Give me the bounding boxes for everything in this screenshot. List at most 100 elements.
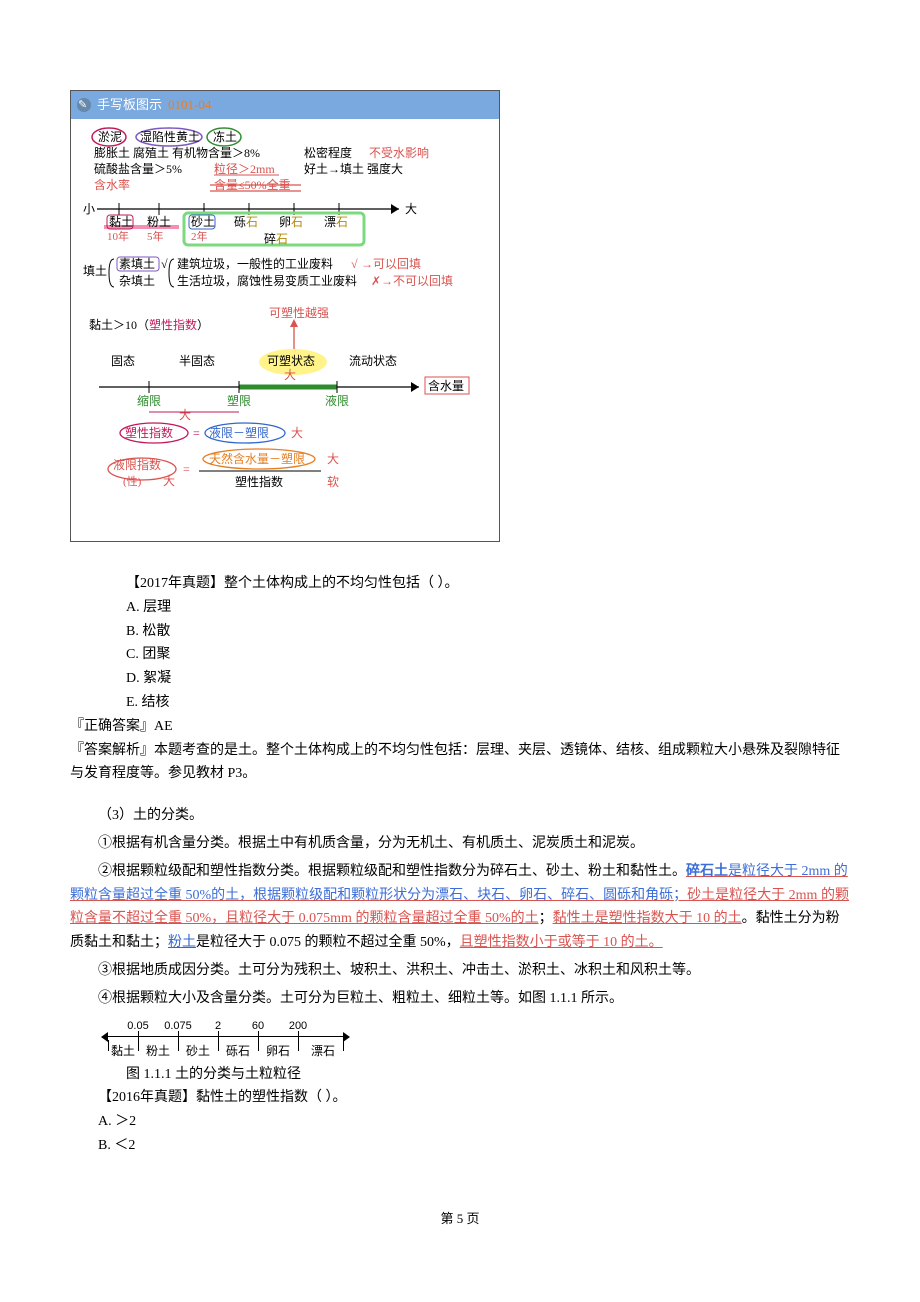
ruler-value: 2 (215, 1017, 221, 1036)
svg-text:好土→填土 强度大: 好土→填土 强度大 (304, 161, 403, 176)
svg-text:(性): (性) (123, 474, 142, 488)
ruler-label: 粉土 (146, 1041, 170, 1061)
svg-text:√: √ (351, 257, 358, 271)
diagram-body: 淤泥 湿陷性黄土 冻土 膨胀土 腐殖土 有机物含量＞8% 松密程度 不受水影响 … (71, 119, 499, 541)
svg-text:10年: 10年 (107, 229, 129, 243)
sec3-p2h: 粉土 (168, 935, 196, 950)
svg-text:湿陷性黄土: 湿陷性黄土 (140, 129, 200, 144)
diagram-code: 0101-04 (168, 94, 211, 116)
q1-exp: 本题考查的是土。整个土体构成上的不均匀性包括：层理、夹层、透镜体、结核、组成颗粒… (70, 743, 840, 782)
svg-text:黏土: 黏土 (109, 215, 133, 229)
svg-text:=: = (193, 426, 200, 440)
svg-text:大: 大 (327, 452, 339, 466)
svg-text:液限－塑限: 液限－塑限 (209, 425, 269, 440)
page-footer: 第 5 页 (70, 1208, 850, 1230)
q1-ans: AE (154, 719, 173, 734)
svg-text:漂石: 漂石 (324, 215, 348, 229)
svg-text:冻土: 冻土 (213, 129, 237, 144)
svg-text:2年: 2年 (191, 229, 208, 243)
svg-text:5年: 5年 (147, 229, 164, 243)
svg-text:固态: 固态 (111, 354, 135, 368)
ruler-bar (108, 1036, 343, 1038)
svg-text:大: 大 (284, 368, 296, 382)
handwriting-diagram: 手写板图示 0101-04 淤泥 湿陷性黄土 冻土 膨胀土 腐殖土 有机物含量＞… (70, 90, 500, 542)
ruler-label: 卵石 (266, 1041, 290, 1061)
svg-text:半固态: 半固态 (179, 354, 215, 368)
diagram-titlebar: 手写板图示 0101-04 (71, 91, 499, 119)
sec3-p2b: 碎石土 (686, 864, 728, 879)
svg-text:大: 大 (163, 474, 175, 488)
svg-text:生活垃圾，腐蚀性易变质工业废料: 生活垃圾，腐蚀性易变质工业废料 (177, 273, 357, 288)
diagram-svg: 淤泥 湿陷性黄土 冻土 膨胀土 腐殖土 有机物含量＞8% 松密程度 不受水影响 … (79, 127, 493, 527)
sec3-p2j: 且塑性指数小于或等于 10 的土。 (460, 935, 663, 950)
svg-text:硫酸盐含量＞5%: 硫酸盐含量＞5% (94, 161, 182, 176)
svg-text:填土: 填土 (83, 264, 107, 278)
svg-text:大: 大 (179, 408, 191, 422)
ruler-sep (298, 1040, 299, 1051)
q1-opt-b: B. 松散 (98, 620, 850, 644)
svg-text:塑限: 塑限 (227, 393, 251, 408)
svg-text:砾石: 砾石 (234, 215, 258, 229)
sec3-p2f: 黏性土是塑性指数大于 10 的土 (553, 911, 742, 926)
svg-text:→不可以回填: →不可以回填 (381, 274, 453, 288)
svg-text:缩限: 缩限 (137, 393, 161, 408)
svg-text:含水率: 含水率 (94, 177, 130, 192)
q2-opt-a: A. ＞2 (98, 1110, 850, 1134)
ruler-label: 砾石 (226, 1041, 250, 1061)
svg-text:粒径＞2mm: 粒径＞2mm (214, 161, 275, 176)
q1-exp-label: 『答案解析』 (70, 743, 154, 758)
svg-text:黏土＞10（塑性指数）: 黏土＞10（塑性指数） (89, 317, 209, 332)
svg-text:含水量: 含水量 (428, 378, 464, 393)
svg-text:=: = (183, 462, 190, 476)
ruler-sep (138, 1040, 139, 1051)
ruler-label: 漂石 (311, 1041, 335, 1061)
q1-explanation: 『答案解析』本题考查的是土。整个土体构成上的不均匀性包括：层理、夹层、透镜体、结… (70, 739, 850, 787)
svg-text:膨胀土 腐殖土 有机物含量＞8%: 膨胀土 腐殖土 有机物含量＞8% (94, 145, 260, 160)
q1-answer-row: 『正确答案』AE (70, 715, 850, 739)
question-2016: 【2016年真题】黏性土的塑性指数（ ）。 A. ＞2 B. ＜2 (98, 1086, 850, 1157)
q1-opt-d: D. 絮凝 (98, 667, 850, 691)
ruler-value: 60 (252, 1017, 264, 1036)
sec3-p1: ①根据有机含量分类。根据土中有机质含量，分为无机土、有机质土、泥炭质土和泥炭。 (70, 832, 850, 856)
ruler-value: 200 (289, 1017, 307, 1036)
svg-text:不受水影响: 不受水影响 (369, 145, 429, 160)
ruler-sep (258, 1040, 259, 1051)
ruler-value: 0.075 (164, 1017, 192, 1036)
svg-text:建筑垃圾，一般性的工业废料: 建筑垃圾，一般性的工业废料 (177, 256, 333, 271)
q1-opt-a: A. 层理 (98, 596, 850, 620)
svg-text:液限: 液限 (325, 393, 349, 408)
q1-opt-c: C. 团聚 (98, 643, 850, 667)
svg-text:素填土: 素填土 (119, 257, 155, 271)
svg-text:软: 软 (327, 475, 339, 489)
svg-text:淤泥: 淤泥 (98, 130, 122, 144)
svg-text:流动状态: 流动状态 (349, 354, 397, 368)
sec3-p2i: 是粒径大于 0.075 的颗粒不超过全重 50%， (196, 935, 460, 950)
question-2017: 【2017年真题】整个土体构成上的不均匀性包括（ ）。 A. 层理 B. 松散 … (98, 572, 850, 715)
svg-text:大: 大 (405, 202, 417, 216)
ruler-label: 砂土 (186, 1041, 210, 1061)
soil-ruler: 0.050.075260200黏土粉土砂土砾石卵石漂石 (98, 1017, 378, 1045)
sec3-p4: ④根据颗粒大小及含量分类。土可分为巨粒土、粗粒土、细粒土等。如图 1.1.1 所… (70, 987, 850, 1011)
svg-text:→可以回填: →可以回填 (361, 257, 421, 271)
svg-text:杂填土: 杂填土 (119, 274, 155, 288)
svg-text:碎石: 碎石 (264, 231, 288, 246)
figure-caption: 图 1.1.1 土的分类与土粒粒径 (126, 1063, 850, 1087)
sec3-title: （3）土的分类。 (70, 804, 850, 828)
svg-text:可塑性越强: 可塑性越强 (269, 305, 329, 320)
q1-stem: 【2017年真题】整个土体构成上的不均匀性包括（ ）。 (98, 572, 850, 596)
q2-opt-b: B. ＜2 (98, 1134, 850, 1158)
q1-opt-e: E. 结核 (98, 691, 850, 715)
q2-stem: 【2016年真题】黏性土的塑性指数（ ）。 (98, 1086, 850, 1110)
ruler-sep (343, 1040, 344, 1051)
ruler-sep (108, 1040, 109, 1051)
svg-text:大: 大 (291, 426, 303, 440)
svg-text:✗: ✗ (371, 274, 381, 288)
sec3-p2a: ②根据颗粒级配和塑性指数分类。根据颗粒级配和塑性指数分为碎石土、砂土、粉土和黏性… (98, 864, 686, 879)
svg-text:卵石: 卵石 (279, 215, 303, 229)
ruler-value: 0.05 (127, 1017, 148, 1036)
svg-text:砂土: 砂土 (191, 215, 215, 229)
svg-text:天然含水量－塑限: 天然含水量－塑限 (209, 451, 305, 466)
ruler-label: 黏土 (111, 1041, 135, 1061)
svg-text:塑性指数: 塑性指数 (235, 474, 283, 489)
sec3-p2: ②根据颗粒级配和塑性指数分类。根据颗粒级配和塑性指数分为碎石土、砂土、粉土和黏性… (70, 860, 850, 955)
